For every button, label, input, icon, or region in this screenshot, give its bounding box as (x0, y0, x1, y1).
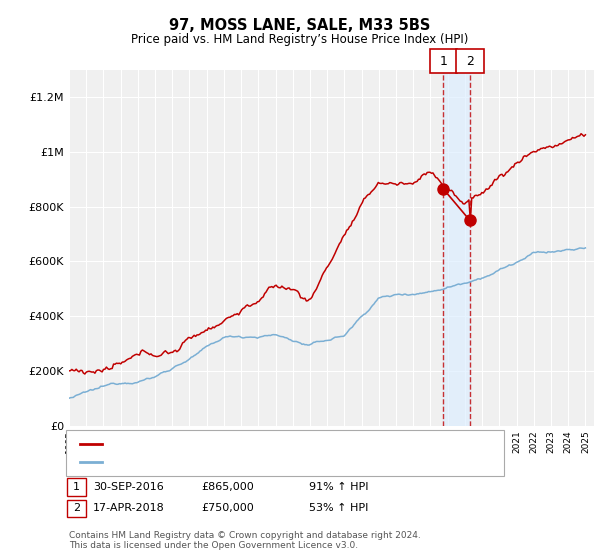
Bar (443, 70, 470, 426)
Text: 53% ↑ HPI: 53% ↑ HPI (309, 503, 368, 514)
Text: 1: 1 (439, 54, 448, 68)
Text: Contains HM Land Registry data © Crown copyright and database right 2024.
This d: Contains HM Land Registry data © Crown c… (69, 531, 421, 550)
Text: 2: 2 (73, 503, 80, 514)
Text: 17-APR-2018: 17-APR-2018 (93, 503, 165, 514)
Text: 30-SEP-2016: 30-SEP-2016 (93, 482, 164, 492)
Text: £750,000: £750,000 (201, 503, 254, 514)
Text: 2: 2 (466, 54, 474, 68)
Text: £865,000: £865,000 (201, 482, 254, 492)
Text: 91% ↑ HPI: 91% ↑ HPI (309, 482, 368, 492)
Text: 1: 1 (73, 482, 80, 492)
Text: 97, MOSS LANE, SALE, M33 5BS: 97, MOSS LANE, SALE, M33 5BS (169, 18, 431, 32)
Text: HPI: Average price, detached house, Trafford: HPI: Average price, detached house, Traf… (106, 457, 340, 467)
Text: Price paid vs. HM Land Registry’s House Price Index (HPI): Price paid vs. HM Land Registry’s House … (131, 32, 469, 46)
Text: 97, MOSS LANE, SALE, M33 5BS (detached house): 97, MOSS LANE, SALE, M33 5BS (detached h… (106, 439, 367, 449)
